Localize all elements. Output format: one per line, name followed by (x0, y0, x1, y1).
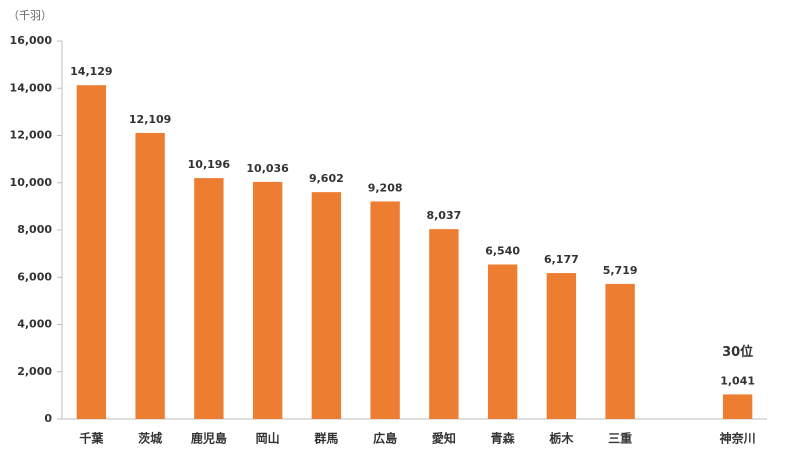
value-label: 5,719 (603, 264, 638, 277)
value-label: 6,540 (485, 244, 520, 257)
bar (487, 264, 518, 419)
x-tick-label: 群馬 (313, 431, 338, 446)
bar (370, 201, 400, 419)
bar (135, 132, 165, 420)
x-tick-label: 鹿児島 (191, 431, 227, 446)
x-tick-label: 茨城 (138, 431, 162, 446)
bar (546, 273, 577, 419)
y-tick-label: 2,000 (17, 365, 52, 378)
bar (722, 394, 753, 419)
y-tick-label: 14,000 (10, 81, 53, 94)
y-tick-label: 6,000 (17, 270, 52, 283)
x-tick-label: 神奈川 (720, 431, 756, 446)
x-tick-label: 栃木 (549, 431, 574, 446)
y-tick-label: 10,000 (10, 176, 53, 189)
y-tick-label: 8,000 (17, 223, 52, 236)
bar (429, 229, 459, 419)
x-tick-label: 千葉 (79, 431, 104, 446)
unit-label: （千羽） (8, 9, 52, 22)
bar (76, 85, 107, 419)
x-tick-label: 岡山 (256, 431, 280, 446)
value-label: 9,602 (309, 172, 344, 185)
value-label: 8,037 (426, 209, 461, 222)
bar (194, 178, 224, 419)
y-tick-label: 4,000 (17, 318, 52, 331)
y-tick-label: 16,000 (10, 34, 53, 47)
annotation: 30位 (722, 344, 753, 360)
value-label: 6,177 (544, 253, 579, 266)
value-label: 9,208 (368, 181, 403, 194)
x-tick-label: 愛知 (432, 431, 456, 446)
value-label: 10,036 (246, 162, 289, 175)
y-tick-label: 0 (44, 412, 52, 425)
x-tick-label: 広島 (373, 431, 397, 446)
x-tick-label: 三重 (608, 431, 632, 446)
value-label: 1,041 (720, 374, 755, 387)
value-label: 12,109 (129, 113, 171, 126)
bar (311, 192, 342, 419)
y-tick-label: 12,000 (10, 129, 53, 142)
x-tick-label: 青森 (491, 431, 516, 446)
bar (252, 181, 283, 419)
value-label: 14,129 (70, 65, 112, 78)
bar (605, 283, 635, 419)
value-label: 10,196 (188, 158, 231, 171)
